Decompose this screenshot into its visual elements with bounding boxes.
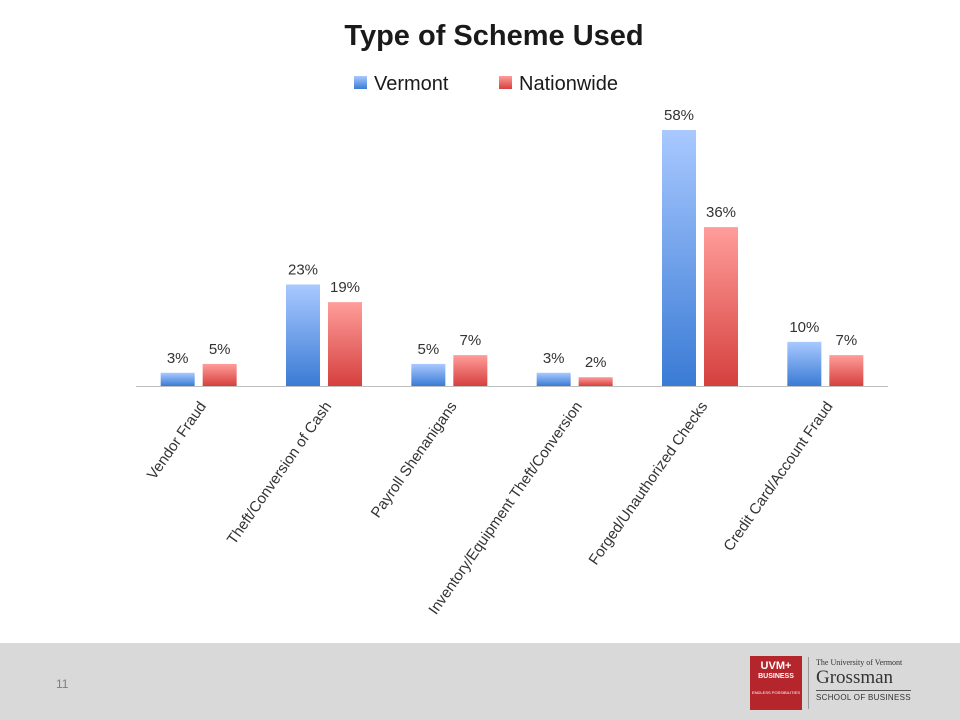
- bar-nationwide-0: [202, 363, 237, 386]
- bar-vermont-5: [787, 341, 822, 386]
- logo-divider: [808, 657, 809, 709]
- legend-label-vermont: Vermont: [374, 73, 449, 95]
- x-tick-label-4: Forged/Unauthorized Checks: [585, 399, 711, 569]
- page-number: 11: [56, 677, 69, 691]
- data-label-nationwide-4: 36%: [706, 204, 736, 221]
- chart-title: Type of Scheme Used: [344, 20, 643, 52]
- data-label-vermont-4: 58%: [664, 107, 694, 124]
- x-tick-label-2: Payroll Shenanigans: [368, 399, 461, 521]
- footer: 11 UVM+ BUSINESS ENDLESS POSSIBILITIES T…: [0, 643, 960, 720]
- logo-business-text: BUSINESS: [758, 673, 794, 680]
- data-label-vermont-3: 3%: [543, 350, 565, 367]
- logo-school: SCHOOL OF BUSINESS: [816, 690, 911, 702]
- x-tick-label-3: Inventory/Equipment Theft/Conversion: [425, 399, 586, 618]
- data-label-vermont-0: 3%: [167, 350, 189, 367]
- bar-vermont-0: [160, 372, 195, 386]
- logo-university: The University of Vermont: [816, 658, 903, 667]
- legend-label-nationwide: Nationwide: [519, 73, 618, 95]
- grossman-logo: The University of Vermont Grossman SCHOO…: [816, 658, 911, 702]
- data-label-nationwide-3: 2%: [585, 354, 607, 371]
- x-tick-label-0: Vendor Fraud: [144, 399, 210, 483]
- bar-nationwide-1: [328, 302, 362, 386]
- bar-vermont-1: [286, 284, 320, 386]
- legend-swatch-vermont: [354, 76, 367, 89]
- data-label-vermont-1: 23%: [288, 261, 318, 278]
- uvm-business-logo: UVM+ BUSINESS ENDLESS POSSIBILITIES: [750, 656, 802, 710]
- plus-icon: +: [785, 660, 792, 672]
- bar-nationwide-5: [829, 355, 864, 386]
- plot-area: 3% 5% Vendor Fraud 23% 19% Theft/Conversion o…: [136, 107, 888, 618]
- logo-tagline: ENDLESS POSSIBILITIES: [751, 690, 801, 695]
- bar-nationwide-4: [704, 227, 738, 386]
- bar-nationwide-2: [453, 355, 488, 386]
- data-label-vermont-5: 10%: [789, 319, 819, 336]
- bar-vermont-3: [536, 372, 571, 386]
- logo-grossman: Grossman: [816, 667, 894, 688]
- logo-uvm-text: UVM+: [760, 660, 792, 672]
- chart: Type of Scheme Used Vermont Nationwide 3…: [136, 20, 888, 618]
- legend: Vermont Nationwide: [354, 73, 618, 95]
- data-label-nationwide-1: 19%: [330, 279, 360, 296]
- bar-vermont-4: [662, 130, 696, 386]
- data-label-nationwide-2: 7%: [459, 332, 481, 349]
- bar-nationwide-3: [578, 377, 613, 386]
- data-label-nationwide-5: 7%: [835, 332, 857, 349]
- x-tick-label-1: Theft/Conversion of Cash: [224, 399, 335, 548]
- data-label-vermont-2: 5%: [417, 341, 439, 358]
- legend-swatch-nationwide: [499, 76, 512, 89]
- data-label-nationwide-0: 5%: [209, 341, 231, 358]
- bar-vermont-2: [411, 363, 446, 386]
- x-tick-label-5: Credit Card/Account Fraud: [720, 399, 836, 555]
